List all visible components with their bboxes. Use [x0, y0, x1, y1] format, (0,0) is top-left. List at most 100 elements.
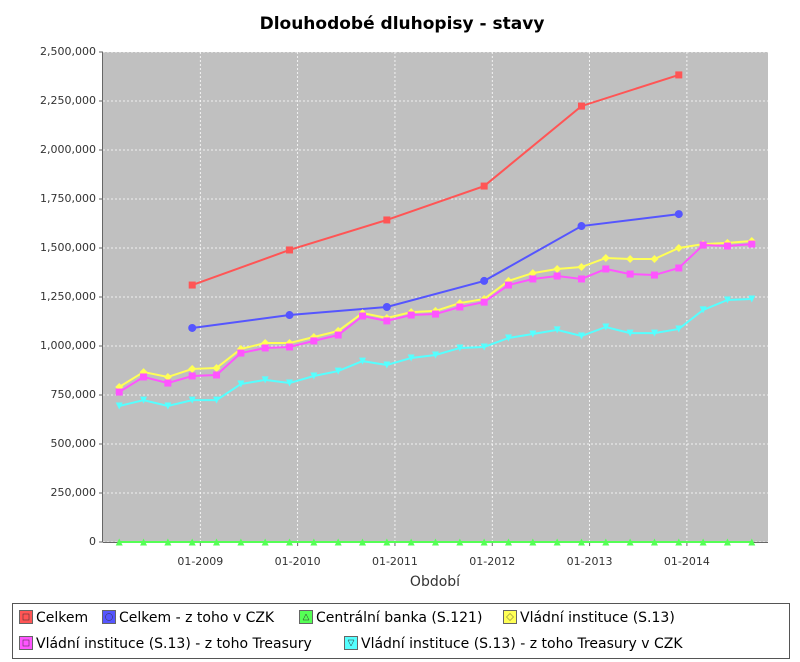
legend-label: Celkem [36, 610, 88, 626]
legend-label: Vládní instituce (S.13) - z toho Treasur… [36, 636, 312, 652]
marker [302, 613, 310, 621]
marker [115, 538, 123, 546]
legend-label: Celkem - z toho v CZK [119, 610, 275, 626]
marker [577, 275, 585, 283]
marker [504, 281, 512, 289]
marker [188, 396, 196, 404]
marker [626, 254, 635, 263]
marker [237, 538, 245, 546]
marker [675, 538, 683, 546]
y-tick-label: 2,000,000 [40, 143, 96, 156]
marker [577, 102, 585, 110]
marker [334, 331, 342, 339]
marker [674, 244, 683, 252]
series-line [191, 73, 680, 286]
y-tick-label: 2,250,000 [40, 94, 96, 107]
marker [213, 538, 221, 546]
marker [674, 210, 683, 219]
marker [602, 265, 610, 273]
marker [164, 402, 172, 410]
marker [626, 329, 634, 337]
marker [626, 538, 634, 546]
marker [383, 317, 391, 325]
marker [506, 613, 514, 621]
marker [310, 372, 318, 380]
marker [261, 376, 269, 384]
marker [310, 538, 318, 546]
marker [456, 303, 464, 311]
marker [675, 325, 683, 333]
marker [650, 329, 658, 337]
x-tick-label: 01-2014 [664, 555, 710, 568]
y-tick-label: 0 [89, 535, 96, 548]
marker [407, 354, 415, 362]
marker [188, 538, 196, 546]
marker [650, 538, 658, 546]
marker [699, 306, 707, 314]
marker [748, 295, 756, 303]
marker [22, 613, 30, 621]
x-tick-label: 01-2012 [469, 555, 515, 568]
marker [723, 296, 731, 304]
marker [553, 264, 562, 273]
marker [310, 337, 318, 345]
marker [650, 271, 658, 279]
marker [432, 310, 439, 318]
marker [286, 379, 294, 387]
marker [407, 538, 415, 546]
marker [480, 276, 489, 285]
marker [347, 639, 355, 647]
y-tick-label: 1,000,000 [40, 339, 96, 352]
marker [359, 538, 367, 546]
marker [626, 270, 634, 278]
marker [140, 396, 148, 404]
marker [504, 538, 512, 546]
marker [334, 538, 342, 546]
marker [213, 396, 221, 404]
marker [359, 357, 367, 365]
marker [213, 371, 221, 379]
y-tick-label: 250,000 [51, 486, 97, 499]
marker [723, 242, 731, 250]
y-tick-label: 1,250,000 [40, 290, 96, 303]
marker [699, 241, 707, 249]
marker [650, 254, 659, 263]
marker [723, 538, 731, 546]
marker [188, 281, 196, 289]
marker [602, 538, 610, 546]
marker [105, 613, 113, 621]
marker [480, 182, 488, 190]
legend [12, 603, 790, 659]
marker [480, 538, 488, 546]
marker [529, 538, 537, 546]
marker [383, 216, 391, 224]
marker [553, 326, 561, 334]
marker [286, 246, 294, 254]
marker [285, 311, 294, 320]
marker [212, 363, 221, 372]
marker [382, 302, 391, 311]
marker [504, 334, 512, 342]
legend-label: Vládní instituce (S.13) [520, 610, 675, 626]
marker [553, 272, 561, 280]
marker [529, 275, 537, 283]
marker [140, 373, 148, 381]
marker [432, 351, 439, 359]
marker [577, 263, 586, 272]
marker [188, 323, 197, 332]
marker [528, 269, 537, 278]
marker [432, 538, 439, 546]
marker [577, 222, 586, 231]
marker [601, 253, 610, 262]
marker [237, 349, 245, 357]
y-tick-label: 1,500,000 [40, 241, 96, 254]
marker [577, 538, 585, 546]
marker [407, 311, 415, 319]
marker [553, 538, 561, 546]
marker [577, 332, 585, 340]
marker [699, 538, 707, 546]
marker [334, 367, 342, 375]
marker [237, 380, 245, 388]
y-tick-label: 750,000 [51, 388, 97, 401]
